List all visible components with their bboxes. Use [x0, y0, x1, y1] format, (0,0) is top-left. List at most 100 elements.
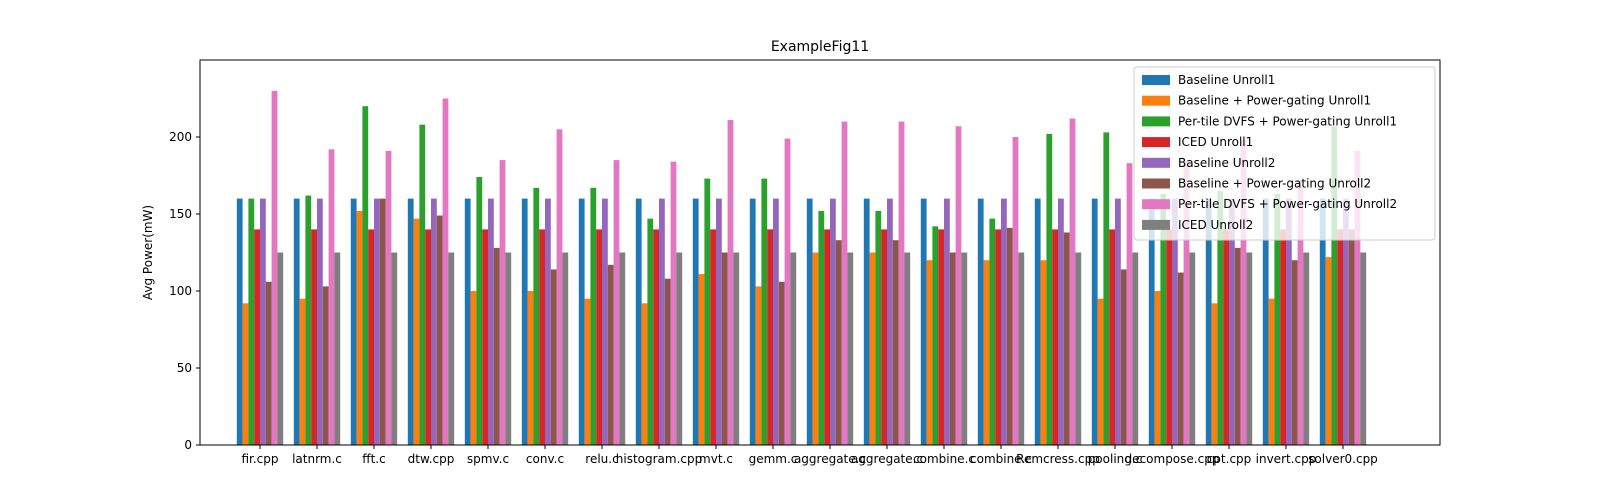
bar-3-18 — [1280, 229, 1286, 445]
bar-6-16 — [1183, 160, 1190, 445]
bar-5-8 — [721, 252, 728, 445]
bar-4-8 — [716, 198, 722, 445]
bar-0-9 — [749, 198, 756, 445]
legend-label-5: Baseline + Power-gating Unroll2 — [1178, 177, 1371, 191]
bar-0-2 — [350, 198, 357, 445]
bar-3-10 — [824, 229, 830, 445]
bar-1-0 — [242, 303, 249, 445]
y-tick-label-1: 50 — [177, 361, 192, 375]
bar-6-18 — [1297, 180, 1304, 445]
bar-2-4 — [476, 177, 483, 446]
bar-1-4 — [470, 291, 477, 445]
bar-7-6 — [619, 252, 626, 445]
bar-1-19 — [1325, 257, 1332, 445]
bar-0-6 — [578, 198, 585, 445]
x-tick-label-17: cpt.cpp — [1207, 452, 1252, 466]
bar-0-0 — [236, 198, 243, 445]
x-tick-label-10: aggregate.c — [794, 452, 866, 466]
bar-4-19 — [1343, 198, 1349, 445]
bar-6-14 — [1069, 118, 1076, 446]
bar-3-19 — [1337, 229, 1343, 445]
x-tick-label-12: combine.c — [913, 452, 975, 466]
bar-5-6 — [607, 264, 614, 445]
bar-4-16 — [1172, 198, 1178, 445]
bar-1-13 — [983, 260, 990, 445]
axes-layer: 0 50 100 150 200 fir.cpp latnrm.c fft.c dtw.cpp s… — [169, 59, 1441, 466]
bar-2-6 — [590, 187, 597, 445]
bar-0-7 — [635, 198, 642, 445]
x-tick-label-13: combine.c — [970, 452, 1032, 466]
bar-5-4 — [493, 247, 500, 445]
bar-5-15 — [1120, 269, 1127, 445]
bar-6-2 — [385, 150, 392, 446]
bar-5-17 — [1234, 247, 1241, 445]
bar-5-11 — [892, 240, 899, 445]
bar-0-11 — [863, 198, 870, 445]
bar-5-14 — [1063, 232, 1070, 445]
bar-7-18 — [1303, 252, 1310, 445]
bar-0-12 — [920, 198, 927, 445]
legend-label-3: ICED Unroll1 — [1178, 135, 1253, 149]
bar-6-10 — [841, 121, 848, 445]
bar-2-18 — [1274, 193, 1281, 445]
x-tick-label-9: gemm.c — [749, 452, 798, 466]
bar-0-16 — [1148, 198, 1155, 445]
x-tick-label-0: fir.cpp — [241, 452, 278, 466]
bar-3-1 — [311, 229, 317, 445]
bar-7-2 — [391, 252, 398, 445]
bar-7-10 — [847, 252, 854, 445]
bar-0-15 — [1091, 198, 1098, 445]
bar-4-4 — [488, 198, 494, 445]
bar-2-11 — [875, 210, 882, 445]
bar-7-16 — [1189, 252, 1196, 445]
bar-0-8 — [692, 198, 699, 445]
bar-1-17 — [1211, 303, 1218, 445]
bar-6-13 — [1012, 137, 1019, 445]
bar-6-9 — [784, 138, 791, 446]
bar-7-1 — [334, 252, 341, 445]
bar-1-9 — [755, 286, 762, 445]
x-tick-label-19: solver0.cpp — [1308, 452, 1378, 466]
bar-0-19 — [1319, 198, 1326, 445]
bar-4-14 — [1058, 198, 1064, 445]
x-tick-label-7: histogram.cpp — [616, 452, 702, 466]
bar-2-14 — [1046, 133, 1053, 446]
legend-label-0: Baseline Unroll1 — [1178, 73, 1275, 87]
bar-0-10 — [806, 198, 813, 445]
bar-3-6 — [596, 229, 602, 445]
bar-6-6 — [613, 160, 620, 445]
legend-box — [1133, 66, 1436, 241]
bar-7-0 — [277, 252, 284, 445]
bars-layer — [236, 90, 1367, 446]
bar-6-15 — [1126, 163, 1133, 445]
bar-7-8 — [733, 252, 740, 445]
bar-2-3 — [419, 124, 426, 446]
bar-3-7 — [653, 229, 659, 445]
bar-2-9 — [761, 178, 768, 445]
bar-6-19 — [1354, 150, 1361, 446]
x-tick-label-8: mvt.c — [699, 452, 733, 466]
legend-swatch-4 — [1142, 157, 1170, 168]
y-tick-label-2: 100 — [169, 284, 192, 298]
bar-3-15 — [1109, 229, 1115, 445]
x-tick-label-14: Remcress.cpp — [1016, 452, 1100, 466]
x-tick-label-1: latnrm.c — [292, 452, 342, 466]
x-tick-label-16: decompose.cpp — [1125, 452, 1220, 466]
bar-6-17 — [1240, 140, 1247, 445]
bar-4-2 — [374, 198, 380, 445]
x-tick-label-4: spmv.c — [467, 452, 509, 466]
bar-1-11 — [869, 252, 876, 445]
bar-3-8 — [710, 229, 716, 445]
bar-4-6 — [602, 198, 608, 445]
bar-3-14 — [1052, 229, 1058, 445]
bar-3-5 — [539, 229, 545, 445]
bar-2-12 — [932, 226, 939, 445]
bar-4-17 — [1229, 198, 1235, 445]
bar-6-3 — [442, 98, 449, 445]
bar-2-5 — [533, 187, 540, 445]
bar-7-11 — [904, 252, 911, 445]
bar-4-15 — [1115, 198, 1121, 445]
bar-5-0 — [265, 281, 272, 445]
